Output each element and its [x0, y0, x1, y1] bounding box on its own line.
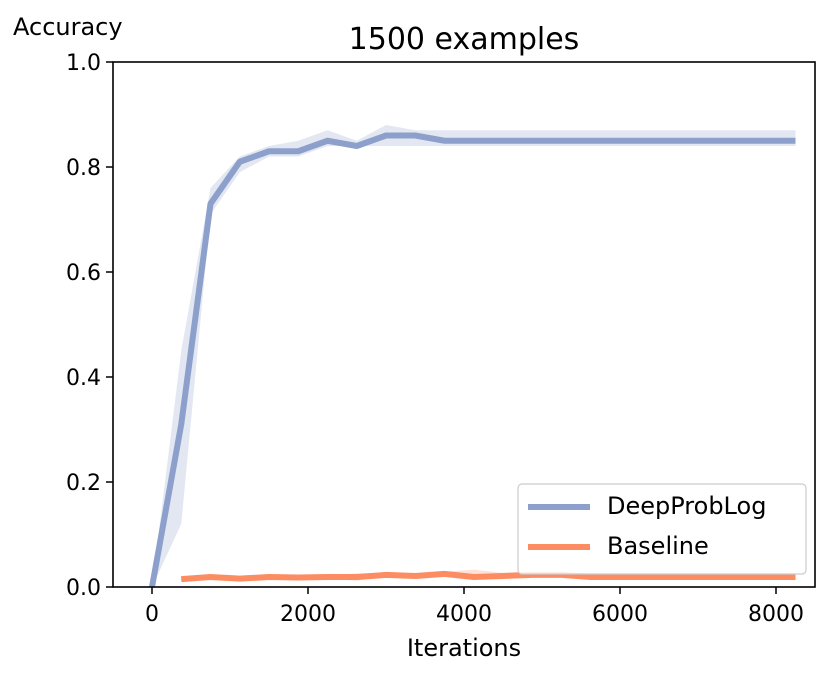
axis-ticks: 0 2000 4000 6000 8000 0.0 0.2 0.4 0.6 0.8 1.0: [66, 51, 804, 627]
y-tick-label: 0.2: [66, 471, 101, 496]
legend-label-baseline: Baseline: [607, 532, 709, 560]
plot-frame: [112, 61, 816, 588]
line-deepproblog: [149, 132, 796, 588]
chart-title: 1500 examples: [349, 22, 580, 57]
y-tick-label: 0.4: [66, 366, 101, 391]
y-tick-label: 1.0: [66, 51, 101, 76]
legend-label-deepproblog: DeepProbLog: [607, 492, 766, 520]
legend: DeepProbLog Baseline: [517, 483, 807, 575]
x-axis-label: Iterations: [407, 634, 521, 662]
y-tick-label: 0.8: [66, 156, 101, 181]
x-tick-label: 6000: [592, 602, 648, 627]
y-tick-label: 0.0: [66, 576, 101, 601]
x-tick-label: 8000: [748, 602, 804, 627]
x-tick-label: 4000: [436, 602, 492, 627]
series-lines: [149, 132, 796, 588]
y-tick-label: 0.6: [66, 261, 101, 286]
line-baseline: [181, 570, 796, 583]
x-tick-label: 0: [145, 602, 159, 627]
y-axis-label: Accuracy: [13, 13, 123, 41]
x-tick-label: 2000: [280, 602, 336, 627]
